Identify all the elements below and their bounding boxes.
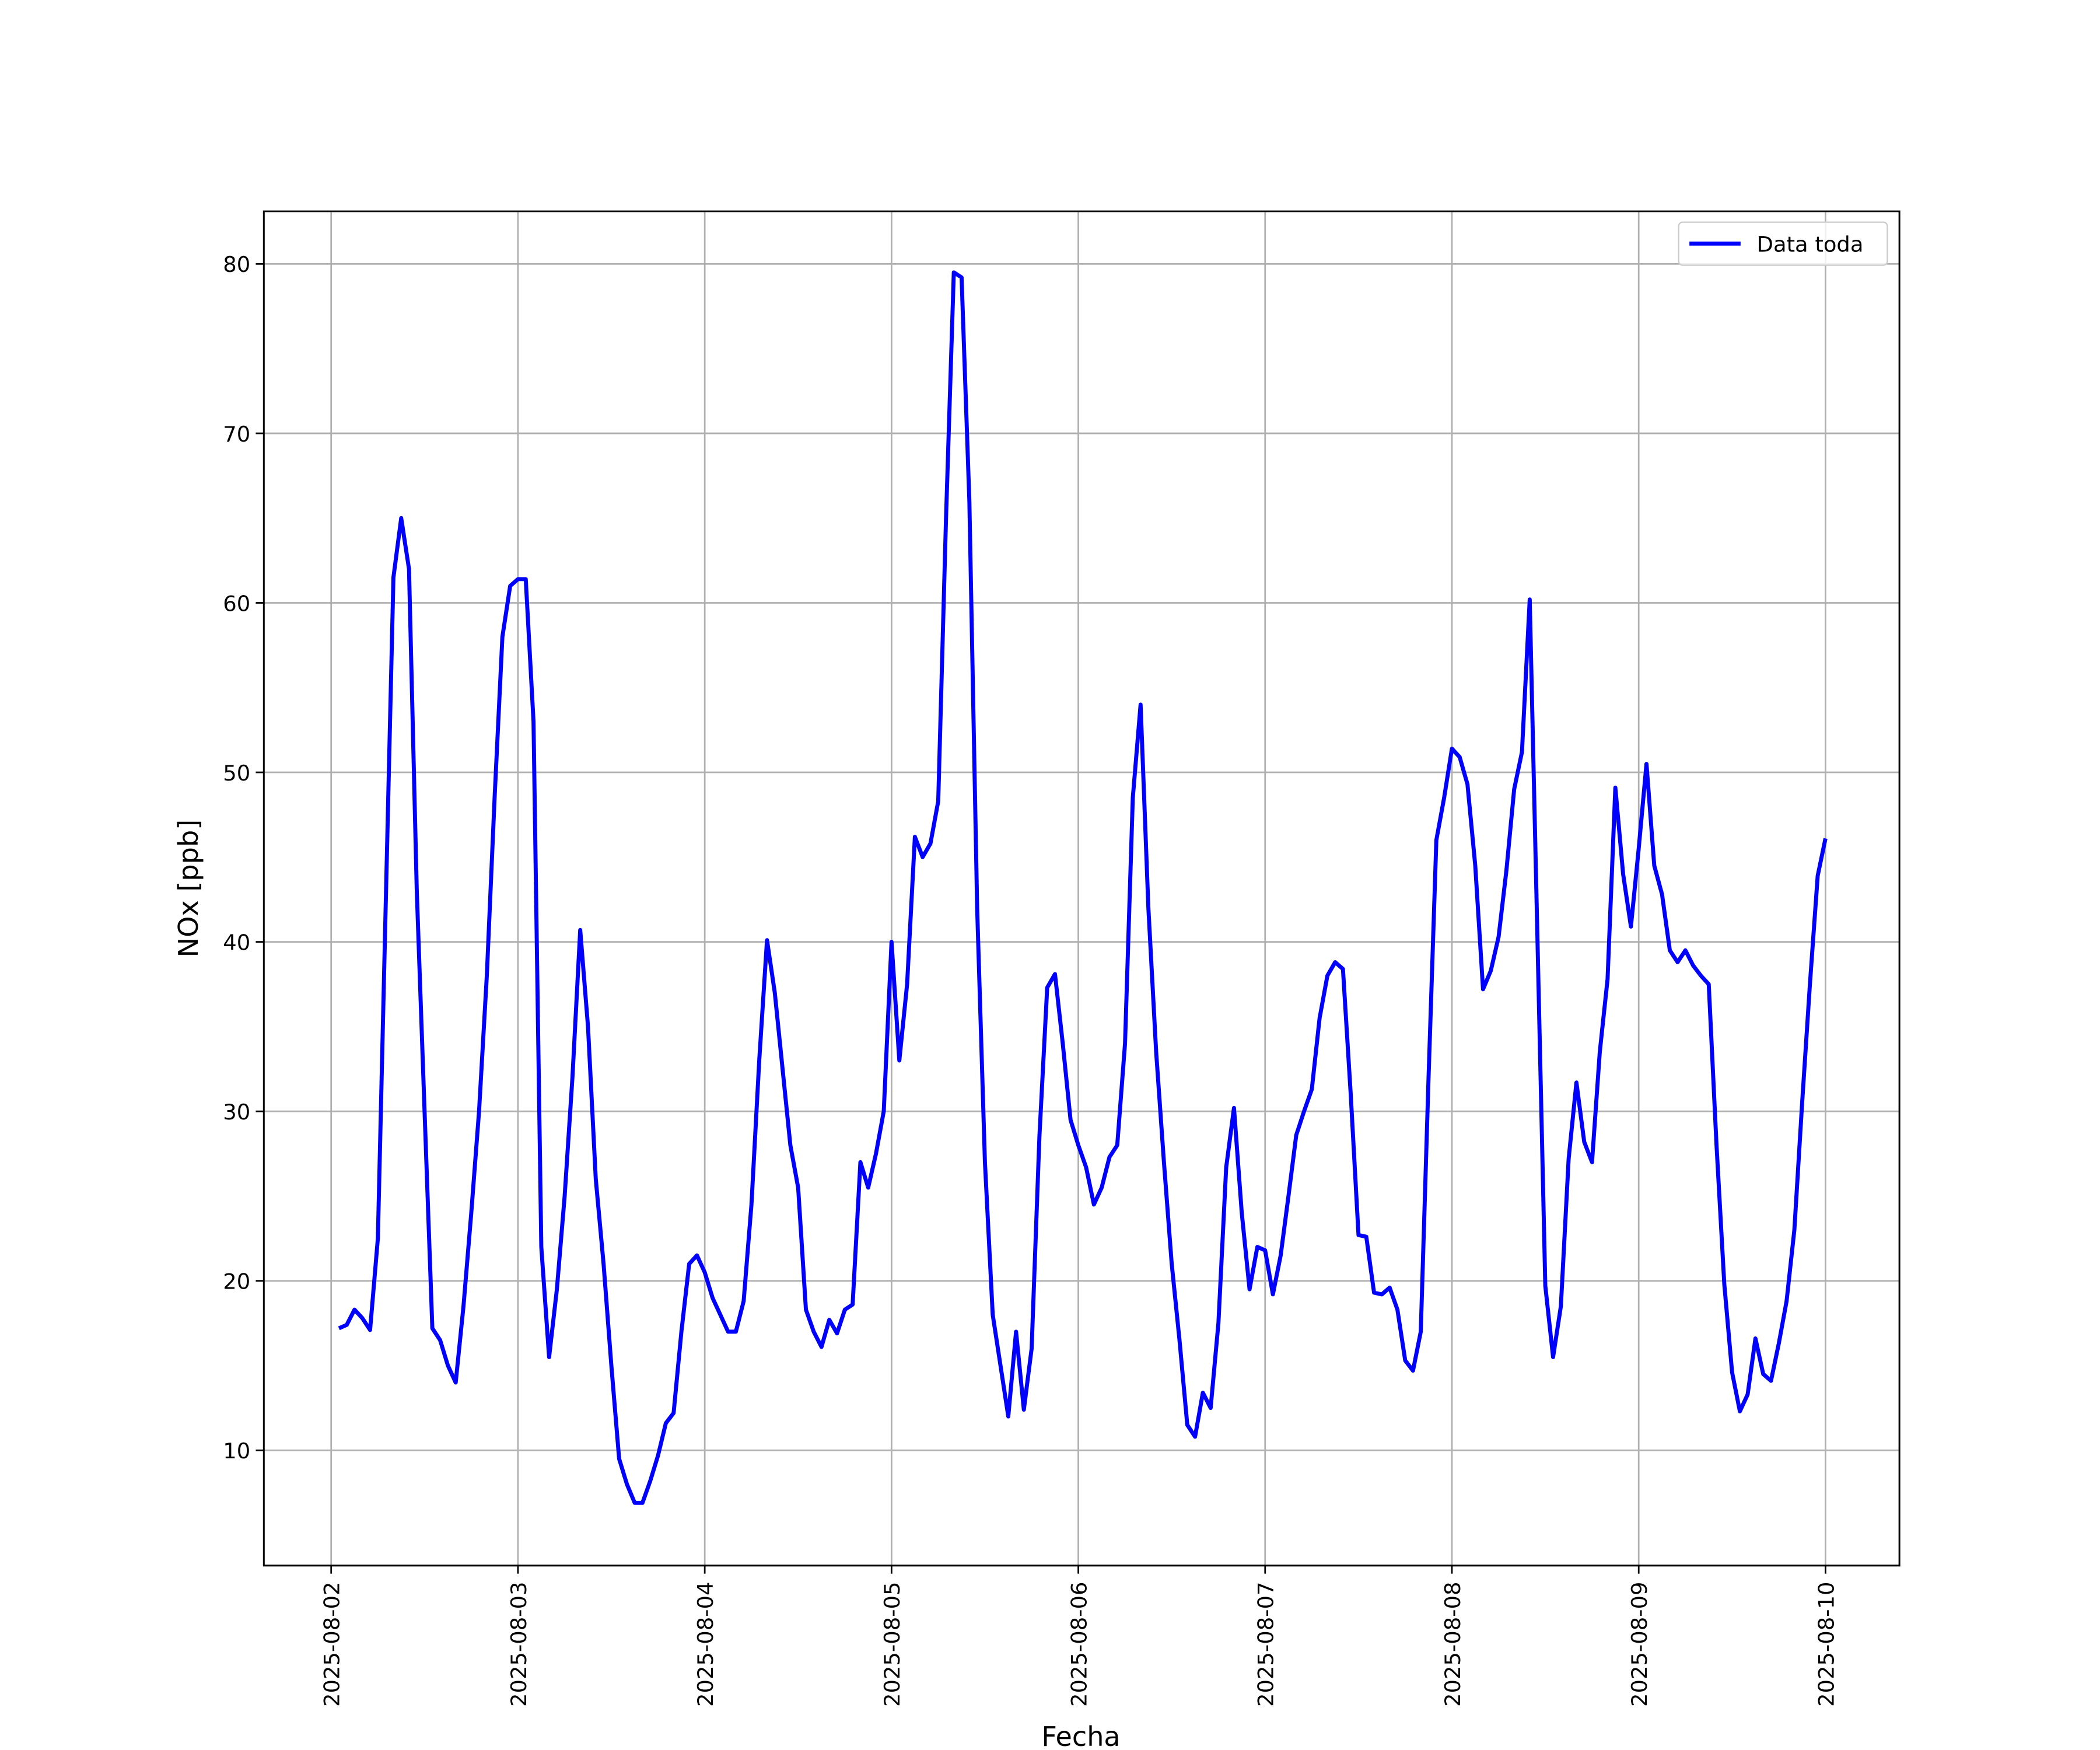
legend: Data toda — [1678, 221, 1888, 266]
y-tick-label: 60 — [223, 591, 250, 616]
y-tick-label: 30 — [223, 1100, 250, 1125]
x-tick-label: 2025-08-07 — [1254, 1582, 1279, 1707]
legend-label: Data toda — [1757, 232, 1864, 257]
x-tick-label: 2025-08-04 — [693, 1582, 718, 1707]
y-tick-label: 10 — [223, 1438, 250, 1464]
y-tick-label: 50 — [223, 761, 250, 786]
x-tick-label: 2025-08-10 — [1814, 1582, 1839, 1707]
x-tick-label: 2025-08-06 — [1066, 1582, 1091, 1707]
x-tick-label: 2025-08-09 — [1627, 1582, 1652, 1707]
y-axis-label: NOx [ppb] — [173, 820, 204, 958]
x-axis-label: Fecha — [1041, 1721, 1120, 1750]
data-line — [338, 270, 1828, 1505]
y-tick-label: 80 — [223, 252, 250, 277]
y-tick-label: 20 — [223, 1269, 250, 1294]
legend-box — [1678, 221, 1888, 266]
x-tick-label: 2025-08-03 — [506, 1582, 531, 1707]
axes-frame — [262, 210, 1901, 1567]
y-tick-label: 40 — [223, 930, 250, 955]
x-tick-label: 2025-08-05 — [880, 1582, 905, 1707]
x-tick-label: 2025-08-02 — [320, 1582, 345, 1707]
y-tick-label: 70 — [223, 422, 250, 447]
grid — [264, 211, 1900, 1566]
plot-area — [338, 270, 1828, 1505]
x-tick-label: 2025-08-08 — [1440, 1582, 1465, 1707]
ticks: 10 20 30 40 50 60 70 80 2025-08-02 2025-08-03 2025… — [223, 252, 1839, 1707]
